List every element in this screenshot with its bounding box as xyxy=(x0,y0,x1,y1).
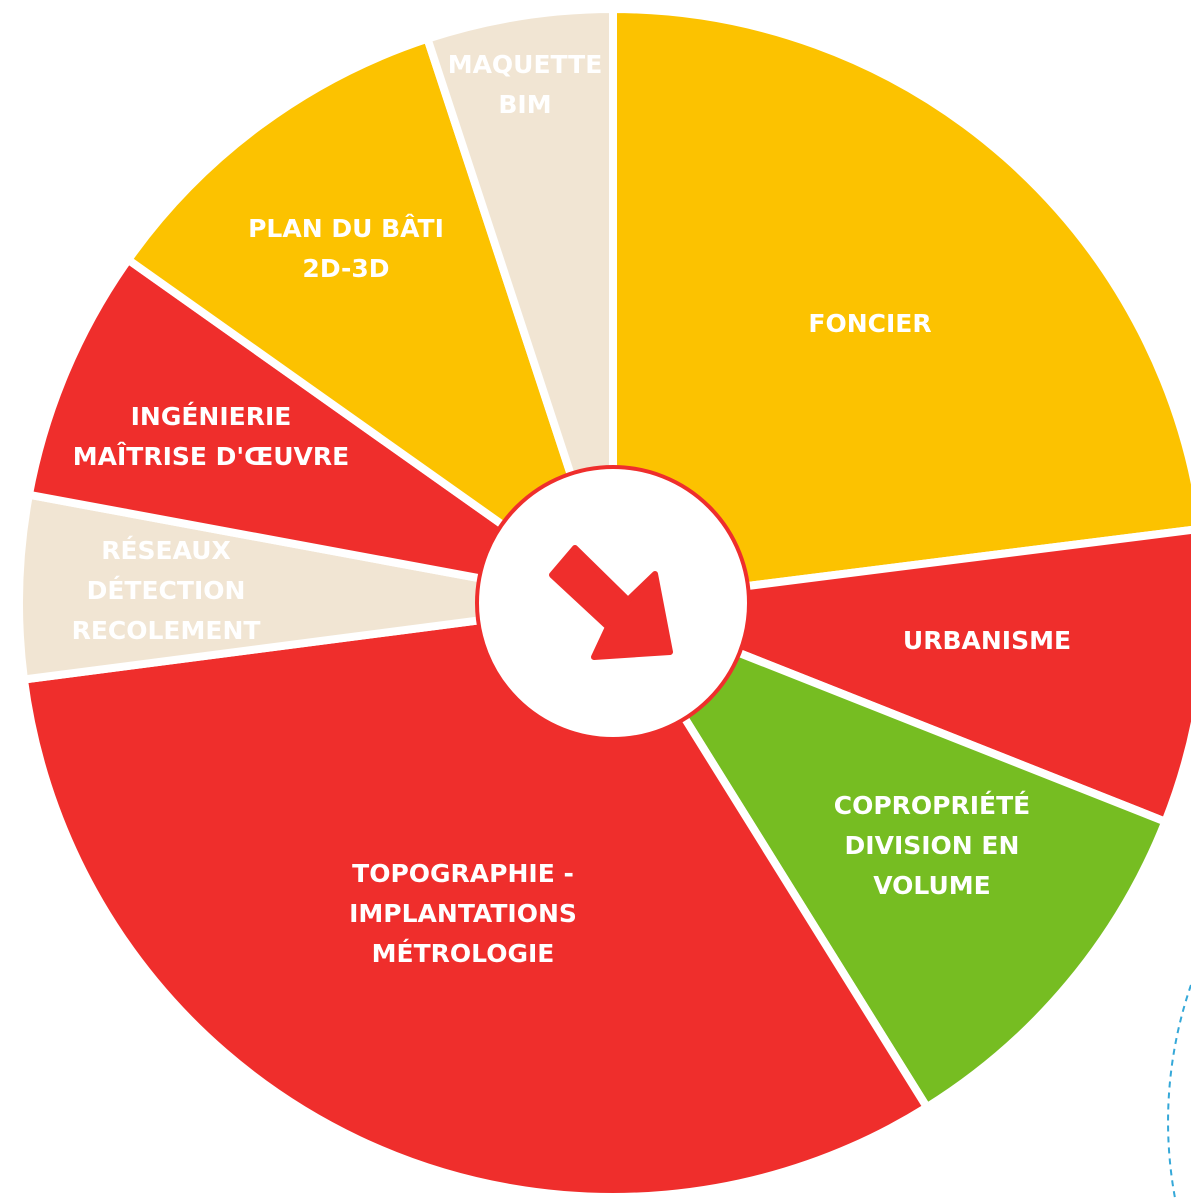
segment-label: RÉSEAUX xyxy=(101,536,231,565)
segment-label: PLAN DU BÂTI xyxy=(248,214,444,243)
segment-label: MAÎTRISE D'ŒUVRE xyxy=(73,442,349,471)
decor-circle xyxy=(1167,984,1191,1198)
segment-label: DIVISION EN xyxy=(845,831,1020,860)
labels: FONCIER URBANISME COPROPRIÉTÉ DIVISION EN VO… xyxy=(72,50,1072,968)
segment[interactable] xyxy=(423,5,617,607)
segment-label: TOPOGRAPHIE - xyxy=(352,859,574,888)
segment-label: COPROPRIÉTÉ xyxy=(834,791,1031,820)
segment[interactable] xyxy=(19,599,931,1198)
segment-label: 2D-3D xyxy=(302,254,389,283)
segment[interactable] xyxy=(609,525,1191,826)
segment[interactable] xyxy=(609,599,1170,1112)
segment-label: FONCIER xyxy=(808,309,931,338)
segment-label: MAQUETTE xyxy=(448,50,603,79)
segment-label: DÉTECTION xyxy=(87,576,246,605)
arrow-icon xyxy=(549,545,673,660)
segment-label: INGÉNIERIE xyxy=(131,402,292,431)
segment-label: BIM xyxy=(498,90,551,119)
segment[interactable] xyxy=(24,255,617,607)
segment-label: VOLUME xyxy=(873,871,990,900)
segment-label: MÉTROLOGIE xyxy=(372,939,555,968)
segment-label: IMPLANTATIONS xyxy=(349,899,577,928)
segment[interactable] xyxy=(124,34,617,607)
segment-label: URBANISME xyxy=(903,626,1071,655)
segment[interactable] xyxy=(15,490,617,684)
segment[interactable] xyxy=(609,5,1191,607)
segments xyxy=(15,5,1191,1198)
segment-label: RECOLEMENT xyxy=(72,616,261,645)
